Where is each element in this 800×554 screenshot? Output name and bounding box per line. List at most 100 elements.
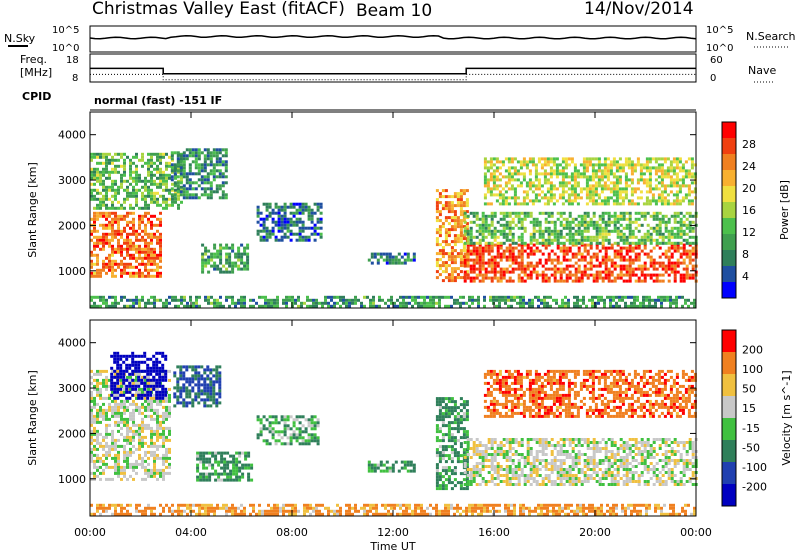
data-cell	[120, 271, 123, 275]
data-cell	[96, 188, 99, 192]
data-cell	[604, 273, 608, 277]
data-cell	[637, 264, 641, 268]
data-cell	[516, 196, 520, 200]
data-cell	[534, 184, 538, 188]
data-cell	[218, 169, 222, 173]
data-cell	[660, 184, 664, 188]
data-cell	[206, 175, 210, 179]
data-cell	[105, 170, 108, 174]
data-cell	[102, 194, 105, 198]
data-cell	[399, 295, 402, 299]
data-cell	[129, 438, 132, 442]
data-cell	[508, 223, 512, 227]
data-cell	[618, 298, 621, 302]
data-cell	[652, 258, 656, 262]
data-cell	[478, 258, 482, 262]
data-cell	[675, 166, 679, 170]
data-cell	[196, 478, 200, 482]
data-cell	[538, 249, 542, 253]
data-cell	[522, 178, 526, 182]
data-cell	[519, 202, 523, 206]
data-cell	[568, 214, 572, 218]
data-cell	[673, 232, 677, 236]
data-cell	[453, 225, 457, 229]
data-cell	[561, 160, 565, 164]
data-cell	[110, 384, 114, 388]
data-cell	[162, 459, 165, 463]
data-cell	[450, 201, 454, 205]
data-cell	[672, 160, 676, 164]
data-cell	[173, 386, 177, 390]
data-cell	[319, 235, 323, 239]
data-cell	[672, 172, 676, 176]
data-cell	[501, 163, 505, 167]
data-cell	[412, 255, 416, 259]
data-cell	[111, 399, 114, 403]
data-cell	[120, 179, 123, 183]
data-cell	[619, 264, 623, 268]
data-cell	[218, 157, 222, 161]
data-cell	[246, 264, 250, 268]
data-cell	[99, 238, 102, 242]
data-cell	[216, 301, 219, 305]
data-cell	[201, 270, 205, 274]
data-cell	[583, 273, 587, 277]
data-cell	[146, 372, 150, 376]
data-cell	[128, 396, 132, 400]
data-cell	[604, 223, 608, 227]
data-cell	[438, 304, 441, 308]
data-cell	[289, 229, 293, 233]
data-cell	[450, 255, 454, 259]
data-cell	[111, 223, 114, 227]
data-cell	[213, 261, 217, 265]
freq-left-tick-top: 18	[66, 55, 79, 66]
data-cell	[597, 175, 601, 179]
data-cell	[513, 196, 517, 200]
data-cell	[108, 384, 111, 388]
data-cell	[472, 214, 476, 218]
data-cell	[129, 262, 132, 266]
data-cell	[116, 363, 120, 367]
data-cell	[543, 160, 547, 164]
data-cell	[619, 273, 623, 277]
data-cell	[450, 195, 454, 199]
data-cell	[168, 447, 171, 451]
data-cell	[268, 202, 272, 206]
data-cell	[616, 235, 620, 239]
data-cell	[679, 223, 683, 227]
data-cell	[456, 219, 460, 223]
data-cell	[120, 182, 123, 186]
data-cell	[672, 193, 676, 197]
data-cell	[164, 387, 168, 391]
data-cell	[264, 301, 267, 305]
data-cell	[654, 301, 657, 305]
data-cell	[298, 232, 302, 236]
data-cell	[435, 301, 438, 305]
data-cell	[588, 190, 592, 194]
data-cell	[556, 267, 560, 271]
data-cell	[520, 261, 524, 265]
data-cell	[679, 241, 683, 245]
data-cell	[406, 255, 410, 259]
data-cell	[324, 295, 327, 299]
data-cell	[164, 375, 168, 379]
data-cell	[525, 202, 529, 206]
data-cell	[624, 193, 628, 197]
data-cell	[463, 214, 467, 218]
data-cell	[140, 396, 144, 400]
data-cell	[201, 267, 205, 271]
data-cell	[664, 223, 668, 227]
data-cell	[681, 184, 685, 188]
data-cell	[108, 197, 111, 201]
data-cell	[529, 211, 533, 215]
data-cell	[333, 304, 336, 308]
data-cell	[153, 262, 156, 266]
data-cell	[93, 182, 96, 186]
data-cell	[182, 386, 186, 390]
data-cell	[592, 276, 596, 280]
data-cell	[105, 432, 108, 436]
data-cell	[441, 279, 445, 283]
data-cell	[501, 196, 505, 200]
data-cell	[205, 478, 209, 482]
data-cell	[153, 247, 156, 251]
